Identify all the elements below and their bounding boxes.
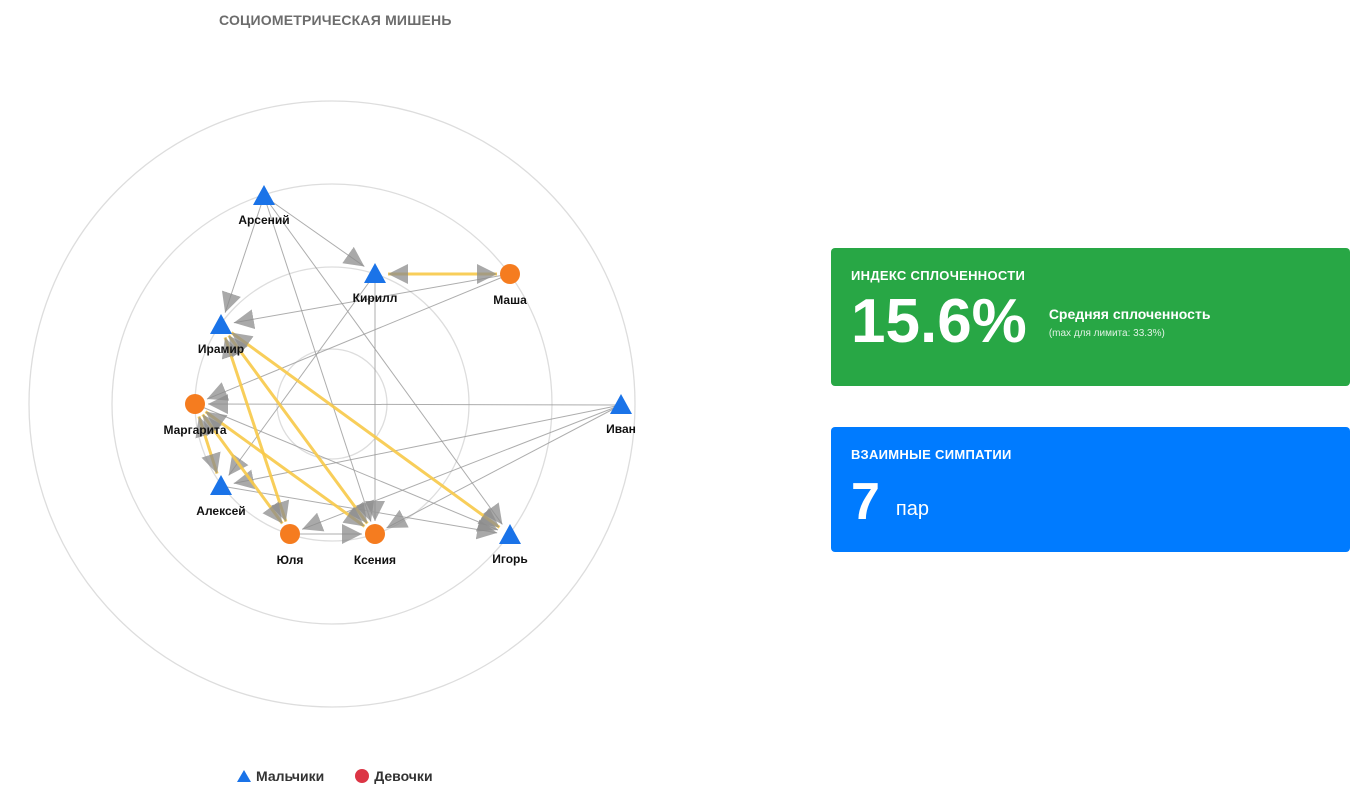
node-label-arseny: Арсений (238, 213, 289, 227)
node-ksenia[interactable]: Ксения (354, 524, 396, 567)
legend-girls-label: Девочки (374, 768, 433, 784)
boy-triangle-icon (610, 394, 632, 414)
node-margarita[interactable]: Маргарита (163, 394, 227, 437)
mutual-choice-margarita-ksenia (204, 410, 366, 528)
boy-triangle-icon (499, 524, 521, 544)
mutual-pairs-unit: пар (895, 497, 929, 520)
target-title: СОЦИОМЕТРИЧЕСКАЯ МИШЕНЬ (219, 12, 452, 28)
target-ring-1 (28, 100, 636, 708)
cohesion-level: Средняя сплоченность (1048, 305, 1211, 322)
boy-triangle-icon (253, 185, 275, 205)
mutual-choice-iramir-igor (230, 331, 501, 529)
cohesion-limit-note: (max для лимита: 33.3%) (1048, 327, 1165, 339)
sociometric-target: Арсений Кирилл Маша Ирамир Маргарита Иван Алек… (28, 100, 636, 708)
node-label-masha: Маша (493, 293, 527, 307)
legend-girls[interactable]: Девочки (354, 768, 433, 784)
cohesion-index-value: 15.6% (851, 287, 1027, 356)
girl-circle-icon (280, 524, 300, 544)
choice-ivan-yulia (301, 404, 622, 532)
mutual-pairs-count: 7 (851, 473, 880, 531)
node-label-iramir: Ирамир (198, 342, 244, 356)
node-label-aleksey: Алексей (196, 504, 245, 518)
node-iramir[interactable]: Ирамир (198, 314, 244, 356)
node-kirill[interactable]: Кирилл (353, 263, 398, 305)
mutual-choice-iramir-ksenia (227, 334, 369, 525)
pupil-nodes: Арсений Кирилл Маша Ирамир Маргарита Иван Алек… (163, 185, 636, 567)
choice-arseny-ksenia (263, 195, 375, 522)
legend-boys[interactable]: Мальчики (236, 768, 324, 784)
node-label-kirill: Кирилл (353, 291, 398, 305)
node-label-ksenia: Ксения (354, 553, 396, 567)
node-yulia[interactable]: Юля (277, 524, 304, 567)
legend: Мальчики Девочки (236, 768, 463, 784)
node-masha[interactable]: Маша (493, 264, 527, 307)
girl-circle-icon (500, 264, 520, 284)
node-igor[interactable]: Игорь (492, 524, 528, 566)
node-arseny[interactable]: Арсений (238, 185, 290, 227)
choice-ivan-ksenia (386, 404, 622, 529)
node-label-igor: Игорь (492, 552, 528, 566)
node-label-margarita: Маргарита (163, 423, 226, 437)
node-aleksey[interactable]: Алексей (196, 475, 246, 518)
boy-triangle-icon (210, 475, 232, 495)
circle-icon (355, 769, 370, 783)
node-ivan[interactable]: Иван (606, 394, 636, 436)
mutual-choice-margarita-aleksey (195, 415, 221, 475)
mutual-sympathies-card: ВЗАИМНЫЕ СИМПАТИИ 7 пар (831, 427, 1350, 552)
cohesion-card: ИНДЕКС СПЛОЧЕННОСТИ 15.6% Средняя сплоче… (831, 248, 1350, 386)
choice-lines (194, 195, 622, 544)
legend-boys-label: Мальчики (256, 768, 325, 784)
node-label-ivan: Иван (606, 422, 636, 436)
cohesion-card-title: ИНДЕКС СПЛОЧЕННОСТИ (851, 268, 1026, 283)
choice-arseny-kirill (263, 195, 365, 267)
boy-triangle-icon (364, 263, 386, 283)
choice-ivan-margarita (207, 394, 622, 415)
girl-circle-icon (365, 524, 385, 544)
target-ring-2 (111, 183, 553, 625)
boy-triangle-icon (210, 314, 232, 334)
mutual-card-title: ВЗАИМНЫЕ СИМПАТИИ (851, 447, 1012, 462)
triangle-icon (237, 770, 251, 782)
girl-circle-icon (185, 394, 205, 414)
choice-arseny-iramir (221, 195, 265, 313)
node-label-yulia: Юля (277, 553, 304, 567)
choice-aleksey-igor (220, 485, 498, 540)
